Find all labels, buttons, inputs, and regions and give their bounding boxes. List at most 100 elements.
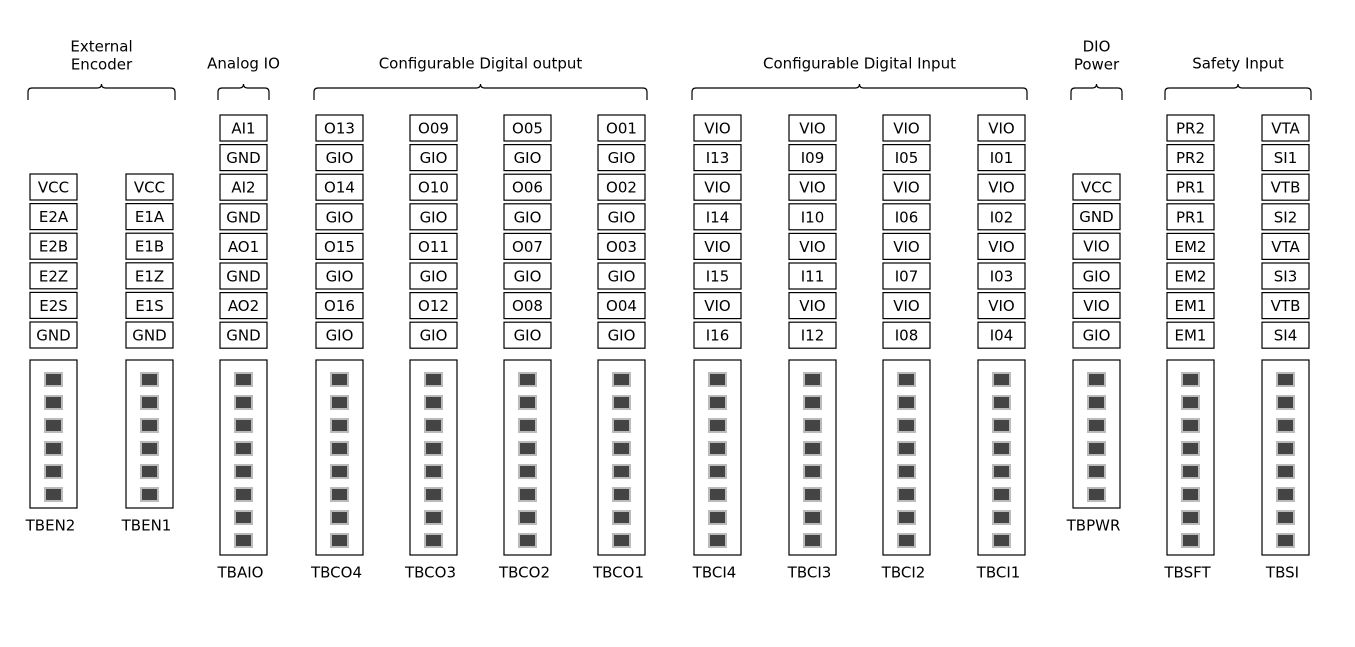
pin-cell — [315, 232, 364, 260]
pin-label: GND — [36, 327, 70, 345]
pin-label: I06 — [895, 208, 919, 226]
pin-label: GIO — [420, 268, 448, 286]
pin-cell — [977, 262, 1026, 290]
pin-cell — [1072, 203, 1121, 231]
terminal — [424, 395, 443, 410]
pin-cell — [788, 173, 837, 201]
pin-label: VIO — [704, 297, 731, 315]
pin-label: E2Z — [39, 267, 68, 285]
pin-cell — [409, 203, 458, 231]
pin-label: O15 — [324, 238, 355, 256]
pin-label: GIO — [608, 268, 636, 286]
connector-name: TBCO1 — [592, 564, 644, 582]
pin-label: VIO — [893, 179, 920, 197]
bracket — [1164, 83, 1312, 100]
pin-label: I15 — [706, 268, 730, 286]
pin-label: O10 — [418, 179, 449, 197]
pin-label: E1B — [135, 238, 164, 256]
pin-label: I03 — [990, 268, 1014, 286]
terminal — [897, 418, 916, 433]
pin-label: VTA — [1271, 120, 1300, 138]
pin-label: VCC — [38, 179, 69, 197]
pin-cell — [693, 262, 742, 290]
pin-cell — [219, 292, 268, 320]
connector-name: TBCO4 — [310, 564, 362, 582]
terminal — [518, 510, 537, 525]
pin-cell — [1072, 173, 1121, 201]
pin-cell — [409, 321, 458, 349]
pin-label: I16 — [706, 327, 730, 345]
pin-label: VIO — [988, 179, 1015, 197]
pin-label: SI2 — [1274, 208, 1298, 226]
pin-label: AI1 — [231, 120, 255, 138]
pin-cell — [977, 232, 1026, 260]
pin-cell — [219, 321, 268, 349]
pin-cell — [29, 262, 78, 290]
pin-cell — [788, 262, 837, 290]
pin-label: I12 — [801, 327, 825, 345]
pin-label: VIO — [799, 120, 826, 138]
pin-label: O03 — [606, 238, 637, 256]
pin-cell — [1261, 321, 1310, 349]
pin-cell — [503, 203, 552, 231]
terminal — [708, 533, 727, 548]
pin-label: GIO — [1083, 267, 1111, 285]
pin-label: VIO — [799, 238, 826, 256]
pin-label: VIO — [988, 120, 1015, 138]
pin-cell — [788, 232, 837, 260]
pin-label: GIO — [514, 268, 542, 286]
pin-cell — [882, 114, 931, 142]
pin-cell — [29, 291, 78, 319]
terminal — [140, 487, 159, 502]
terminal — [708, 487, 727, 502]
terminal — [424, 487, 443, 502]
terminal — [44, 418, 63, 433]
bracket — [1070, 83, 1123, 100]
pin-label: EM2 — [1175, 268, 1207, 286]
pin-label: I10 — [801, 208, 825, 226]
terminal — [803, 487, 822, 502]
pin-cell — [597, 144, 646, 172]
terminal — [234, 418, 253, 433]
pin-label: O13 — [324, 120, 355, 138]
terminal — [992, 464, 1011, 479]
pin-label: EM2 — [1175, 238, 1207, 256]
pin-cell — [219, 203, 268, 231]
pin-label: GIO — [420, 149, 448, 167]
pin-cell — [882, 321, 931, 349]
pin-cell — [29, 321, 78, 349]
pin-label: VCC — [1081, 179, 1112, 197]
pin-cell — [788, 292, 837, 320]
terminal — [518, 418, 537, 433]
pin-cell — [125, 262, 174, 290]
pin-cell — [977, 321, 1026, 349]
pin-cell — [125, 232, 174, 260]
pin-label: O07 — [512, 238, 543, 256]
connector-body — [977, 359, 1026, 556]
connector-name: TBCI3 — [787, 564, 832, 582]
terminal — [612, 510, 631, 525]
pin-label: VIO — [1083, 297, 1110, 315]
pin-cell — [315, 292, 364, 320]
pin-label: E2S — [39, 297, 68, 315]
terminal — [234, 441, 253, 456]
terminal — [612, 487, 631, 502]
bracket — [313, 83, 648, 100]
group-title: Safety Input — [1192, 55, 1284, 73]
terminal — [140, 441, 159, 456]
terminal — [518, 533, 537, 548]
terminal — [708, 464, 727, 479]
pin-cell — [597, 292, 646, 320]
terminal — [44, 464, 63, 479]
pin-label: PR1 — [1176, 179, 1205, 197]
pin-label: PR2 — [1176, 120, 1205, 138]
pin-label: GIO — [608, 149, 636, 167]
pin-label: EM1 — [1175, 297, 1207, 315]
pin-label: O12 — [418, 297, 449, 315]
terminal — [234, 395, 253, 410]
pin-cell — [977, 144, 1026, 172]
terminal — [1181, 372, 1200, 387]
pin-label: I09 — [801, 149, 825, 167]
connector-name: TBCI1 — [976, 564, 1021, 582]
group-title: Configurable Digital Input — [763, 55, 956, 73]
